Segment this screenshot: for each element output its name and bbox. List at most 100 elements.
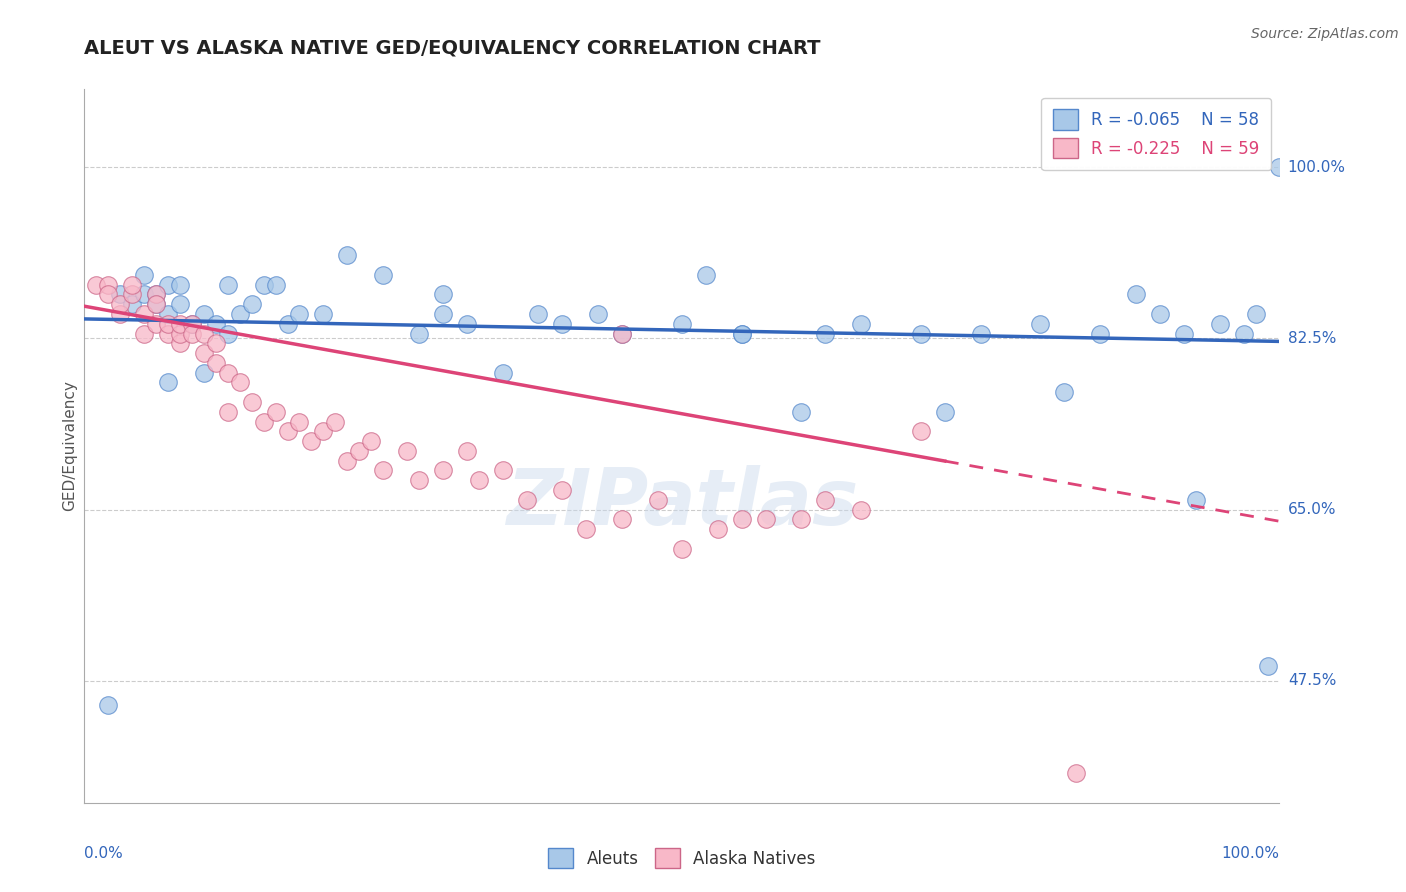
Point xyxy=(970,326,993,341)
Point xyxy=(84,277,107,292)
Text: 47.5%: 47.5% xyxy=(1288,673,1336,688)
Point xyxy=(145,297,167,311)
Point xyxy=(1125,287,1147,301)
Point xyxy=(1029,317,1052,331)
Point xyxy=(217,326,239,341)
Point xyxy=(849,317,872,331)
Point xyxy=(371,463,394,477)
Point xyxy=(492,366,515,380)
Point xyxy=(110,297,132,311)
Point xyxy=(1268,161,1291,175)
Point xyxy=(157,317,180,331)
Y-axis label: GED/Equivalency: GED/Equivalency xyxy=(62,381,77,511)
Text: 100.0%: 100.0% xyxy=(1222,846,1279,861)
Point xyxy=(157,326,180,341)
Point xyxy=(110,307,132,321)
Point xyxy=(180,317,202,331)
Point xyxy=(253,277,276,292)
Point xyxy=(121,287,143,301)
Point xyxy=(228,376,252,390)
Point xyxy=(934,405,956,419)
Point xyxy=(240,395,263,409)
Point xyxy=(264,405,287,419)
Point xyxy=(814,492,837,507)
Point xyxy=(671,541,693,556)
Point xyxy=(1088,326,1111,341)
Point xyxy=(240,297,263,311)
Point xyxy=(754,512,776,526)
Point xyxy=(731,326,754,341)
Point xyxy=(132,307,156,321)
Point xyxy=(217,405,239,419)
Point xyxy=(205,356,228,370)
Point xyxy=(647,492,669,507)
Point xyxy=(264,277,287,292)
Point xyxy=(707,522,730,536)
Point xyxy=(217,366,239,380)
Point xyxy=(349,443,371,458)
Text: Source: ZipAtlas.com: Source: ZipAtlas.com xyxy=(1251,27,1399,41)
Point xyxy=(110,287,132,301)
Point xyxy=(588,307,610,321)
Point xyxy=(193,346,215,360)
Point xyxy=(132,287,156,301)
Point xyxy=(610,512,633,526)
Point xyxy=(849,502,872,516)
Point xyxy=(169,277,191,292)
Point xyxy=(695,268,717,282)
Point xyxy=(1208,317,1230,331)
Point xyxy=(169,326,191,341)
Point xyxy=(1173,326,1195,341)
Point xyxy=(145,287,167,301)
Point xyxy=(157,277,180,292)
Point xyxy=(575,522,598,536)
Point xyxy=(217,277,239,292)
Point xyxy=(336,453,359,467)
Point xyxy=(731,326,754,341)
Point xyxy=(276,317,298,331)
Point xyxy=(157,376,180,390)
Point xyxy=(97,277,120,292)
Point xyxy=(132,326,156,341)
Point xyxy=(432,463,454,477)
Point xyxy=(288,307,311,321)
Point xyxy=(527,307,550,321)
Point xyxy=(814,326,837,341)
Point xyxy=(169,336,191,351)
Point xyxy=(610,326,633,341)
Point xyxy=(145,287,167,301)
Point xyxy=(371,268,394,282)
Point xyxy=(157,307,180,321)
Point xyxy=(169,317,191,331)
Text: ZIPatlas: ZIPatlas xyxy=(506,465,858,541)
Point xyxy=(193,326,215,341)
Point xyxy=(551,483,574,497)
Point xyxy=(180,317,202,331)
Point xyxy=(121,297,143,311)
Point xyxy=(1184,492,1206,507)
Point xyxy=(132,268,156,282)
Text: 65.0%: 65.0% xyxy=(1288,502,1336,517)
Point xyxy=(790,512,813,526)
Text: 100.0%: 100.0% xyxy=(1288,160,1346,175)
Point xyxy=(97,698,120,712)
Point xyxy=(145,317,167,331)
Point xyxy=(205,336,228,351)
Point xyxy=(467,473,491,487)
Point xyxy=(456,443,478,458)
Point xyxy=(253,415,276,429)
Text: 0.0%: 0.0% xyxy=(84,846,124,861)
Point xyxy=(910,425,932,439)
Point xyxy=(492,463,515,477)
Point xyxy=(205,317,228,331)
Point xyxy=(228,307,252,321)
Point xyxy=(145,297,167,311)
Point xyxy=(180,326,202,341)
Point xyxy=(456,317,478,331)
Point xyxy=(1066,766,1088,780)
Point xyxy=(312,307,335,321)
Point xyxy=(910,326,932,341)
Point xyxy=(432,307,454,321)
Point xyxy=(1149,307,1171,321)
Point xyxy=(1232,326,1254,341)
